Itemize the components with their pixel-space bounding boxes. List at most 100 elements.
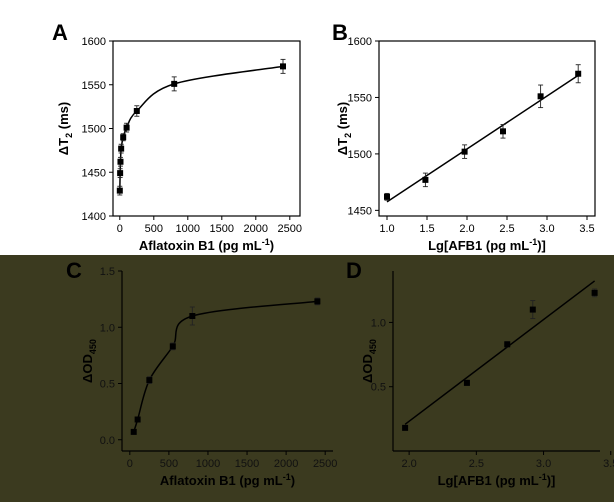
data-point: [146, 377, 153, 384]
panel-label: D: [346, 258, 362, 283]
x-axis-label-text: Lg[AFB1 (pg mL: [438, 473, 539, 488]
data-point: [422, 176, 429, 183]
data-point: [116, 187, 123, 194]
plot-frame: [378, 40, 596, 217]
x-tick-label: 1000: [176, 223, 200, 235]
y-tick-label: 0.5: [371, 382, 386, 394]
x-axis-label-end: ): [291, 473, 295, 488]
data-point: [280, 63, 286, 70]
x-tick-label: 0: [117, 223, 123, 235]
x-tick-label: 2000: [274, 458, 298, 470]
x-tick-label: 1500: [235, 458, 259, 470]
y-axis-label-text: ΔT: [335, 138, 350, 155]
fit-line: [386, 74, 579, 203]
y-axis-label: ΔT2 (ms): [335, 102, 353, 155]
y-tick-label: 1.0: [371, 317, 386, 329]
panel-label: A: [52, 20, 68, 45]
y-tick-label: 1550: [82, 80, 106, 92]
data-point: [130, 428, 137, 435]
y-tick-label: 0.0: [100, 435, 115, 447]
y-tick-label: 1400: [82, 211, 106, 223]
fit-curve: [133, 300, 318, 433]
data-point: [133, 108, 140, 114]
data-point: [402, 424, 409, 431]
x-tick-label: 2.5: [469, 458, 484, 470]
y-tick-label: 1600: [82, 36, 106, 48]
data-point: [461, 148, 468, 155]
x-axis-label-superscript: -1: [283, 472, 291, 482]
x-axis-label-end: ): [270, 238, 274, 253]
x-axis-label-superscript: -1: [539, 472, 547, 482]
y-tick-label: 1450: [348, 205, 372, 217]
x-axis-label: Aflatoxin B1 (pg mL-1): [160, 472, 295, 488]
y-tick-label: 1.0: [100, 322, 115, 334]
data-point: [591, 289, 598, 296]
x-tick-label: 2500: [313, 458, 337, 470]
y-tick-label: 1550: [348, 92, 372, 104]
data-point: [189, 313, 196, 319]
x-tick-label: 2.0: [401, 458, 416, 470]
x-tick-label: 500: [160, 458, 178, 470]
data-point: [169, 343, 176, 350]
x-tick-label: 1.5: [419, 223, 434, 235]
data-point: [171, 80, 178, 87]
data-point: [575, 70, 582, 77]
data-point: [117, 158, 124, 165]
chart-panel-a: A 0 500 1000 1500 2000 2500 1400 1450 1500 1550 160…: [52, 20, 302, 253]
x-axis-label-text: Lg[AFB1 (pg mL: [428, 238, 529, 253]
x-tick-label: 3.5: [579, 223, 594, 235]
y-axis-label-subscript: 2: [343, 133, 353, 138]
data-point: [384, 193, 390, 200]
x-tick-label: 3.0: [536, 458, 551, 470]
data-point: [134, 416, 141, 423]
data-point: [529, 306, 536, 313]
chart-panel-d: D 2.0 2.5 3.0 3.5 0.5 1.0 Lg[AFB1 (pg mL-1)] ΔOD…: [346, 258, 614, 488]
x-tick-label: 2.5: [499, 223, 514, 235]
y-axis-label: ΔOD450: [360, 339, 378, 383]
data-point: [463, 379, 470, 386]
x-axis-label-text: Aflatoxin B1 (pg mL: [160, 473, 283, 488]
y-axis-label-subscript: 450: [88, 339, 98, 354]
data-point: [123, 124, 130, 131]
data-point: [314, 298, 321, 305]
x-axis-label-superscript: -1: [529, 237, 537, 247]
x-tick-label: 2.0: [459, 223, 474, 235]
x-tick-label: 1000: [196, 458, 220, 470]
x-tick-label: 1.0: [379, 223, 394, 235]
y-tick-label: 1600: [348, 36, 372, 48]
x-tick-label: 3.5: [603, 458, 614, 470]
x-axis-label: Aflatoxin B1 (pg mL-1): [139, 237, 274, 253]
top-panels-background: [0, 0, 614, 255]
data-point: [500, 128, 506, 135]
y-axis-label-text: ΔOD: [360, 354, 375, 383]
panel-label: C: [66, 258, 82, 283]
data-point: [117, 170, 124, 177]
y-axis-label: ΔOD450: [80, 339, 98, 383]
x-tick-label: 0: [127, 458, 133, 470]
chart-panel-c: C 0 500 1000 1500 2000 2500 0.0 0.5 1.0 1.5 Aflatox…: [66, 258, 337, 488]
x-tick-label: 2000: [244, 223, 268, 235]
y-axis-label-end: (ms): [335, 102, 350, 133]
x-axis-label-text: Aflatoxin B1 (pg mL: [139, 238, 262, 253]
x-axis-label-superscript: -1: [262, 237, 270, 247]
y-tick-label: 1.5: [100, 266, 115, 278]
bottom-panels-background: [0, 255, 614, 502]
y-axis-label-end: (ms): [56, 102, 71, 133]
x-tick-label: 1500: [210, 223, 234, 235]
data-point: [504, 341, 511, 348]
x-axis-label-end: )]: [537, 238, 546, 253]
x-axis-label: Lg[AFB1 (pg mL-1)]: [438, 472, 556, 488]
x-tick-label: 3.0: [539, 223, 554, 235]
chart-panel-b: B 1.0 1.5 2.0 2.5 3.0 3.5 1450 1500 1550 1600 Lg[AF…: [332, 20, 596, 253]
data-point: [120, 134, 127, 141]
x-tick-label: 500: [145, 223, 163, 235]
y-tick-label: 0.5: [100, 379, 115, 391]
y-axis-label-text: ΔT: [56, 138, 71, 155]
data-point: [537, 93, 544, 100]
y-tick-label: 1450: [82, 167, 106, 179]
y-axis-label-subscript: 2: [64, 133, 74, 138]
y-axis-label: ΔT2 (ms): [56, 102, 74, 155]
y-tick-label: 1500: [82, 124, 106, 136]
y-axis-label-text: ΔOD: [80, 354, 95, 383]
